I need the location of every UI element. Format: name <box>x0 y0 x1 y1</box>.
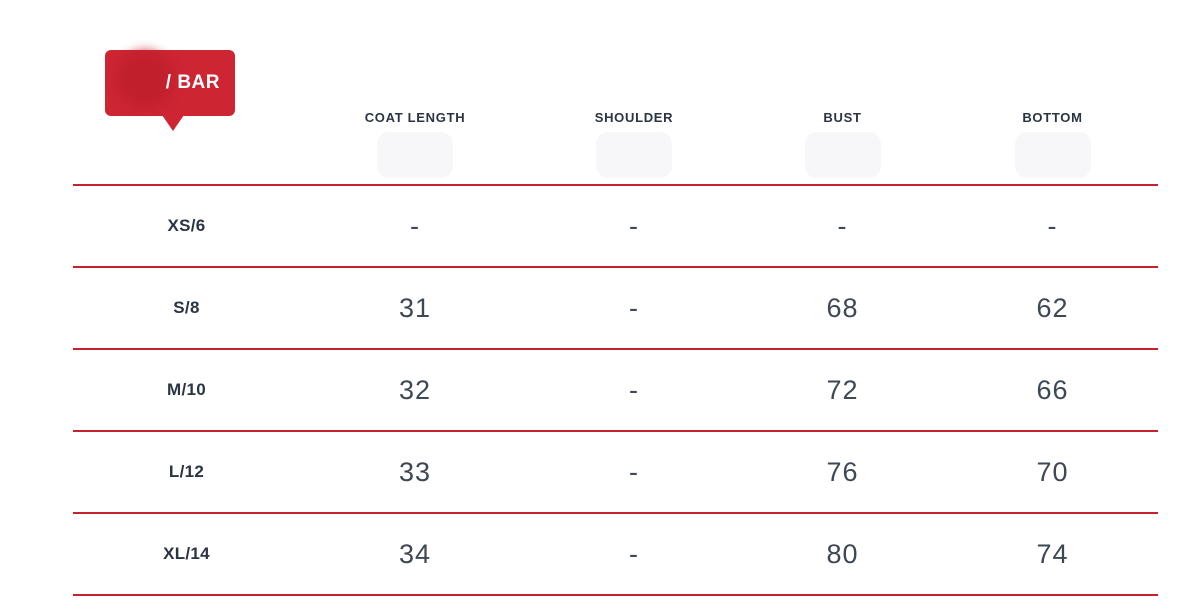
cell-bottom: 62 <box>1036 292 1069 323</box>
size-label: S/8 <box>173 298 200 317</box>
cell-bust: 72 <box>826 374 859 405</box>
cell-coat-length: - <box>410 210 420 241</box>
unit-badge-button[interactable]: / BAR <box>105 50 235 131</box>
column-header: SHOULDER <box>594 110 674 125</box>
cell-bottom: 70 <box>1036 456 1069 487</box>
column-header: COAT LENGTH <box>364 110 466 125</box>
cell-bust: 68 <box>826 292 859 323</box>
cell-bottom: 74 <box>1036 538 1069 569</box>
badge-glow-circle <box>116 50 174 108</box>
column-header: BUST <box>823 110 862 125</box>
header-ghost-image <box>596 132 672 178</box>
table-row: S/8 31 - 68 62 <box>73 268 1158 350</box>
unit-badge-label: / BAR <box>165 72 220 93</box>
header-cell-coat-length: COAT LENGTH <box>300 0 530 184</box>
size-label: XS/6 <box>167 216 206 235</box>
header-cell-shoulder: SHOULDER <box>530 0 738 184</box>
column-header: BOTTOM <box>1022 110 1083 125</box>
header-ghost-image <box>377 132 453 178</box>
cell-bottom: 66 <box>1036 374 1069 405</box>
header-cell-bottom: BOTTOM <box>947 0 1158 184</box>
header-ghost-image <box>1014 132 1091 178</box>
cell-coat-length: 34 <box>398 538 432 569</box>
header-cell-bust: BUST <box>738 0 947 184</box>
cell-shoulder: - <box>629 538 639 569</box>
cell-bust: 80 <box>826 538 859 569</box>
size-label: M/10 <box>167 380 206 399</box>
cell-shoulder: - <box>629 456 639 487</box>
cell-shoulder: - <box>629 210 639 241</box>
table-header-row: COAT LENGTH SHOULDER BUST BOTTOM <box>73 0 1158 186</box>
table-row: M/10 32 - 72 66 <box>73 350 1158 432</box>
size-chart-table: COAT LENGTH SHOULDER BUST BOTTOM XS/6 - … <box>73 0 1158 596</box>
header-ghost-image <box>804 132 881 178</box>
cell-bust: 76 <box>826 456 859 487</box>
table-row: XS/6 - - - - <box>73 186 1158 268</box>
size-label: XL/14 <box>163 544 210 563</box>
cell-coat-length: 32 <box>398 374 432 405</box>
cell-coat-length: 31 <box>398 292 432 323</box>
cell-shoulder: - <box>629 292 639 323</box>
cell-bust: - <box>837 210 848 241</box>
table-row: XL/14 34 - 80 74 <box>73 514 1158 596</box>
size-label: L/12 <box>168 462 205 481</box>
cell-bottom: - <box>1047 210 1058 241</box>
cell-coat-length: 33 <box>398 456 432 487</box>
table-row: L/12 33 - 76 70 <box>73 432 1158 514</box>
cell-shoulder: - <box>629 374 639 405</box>
